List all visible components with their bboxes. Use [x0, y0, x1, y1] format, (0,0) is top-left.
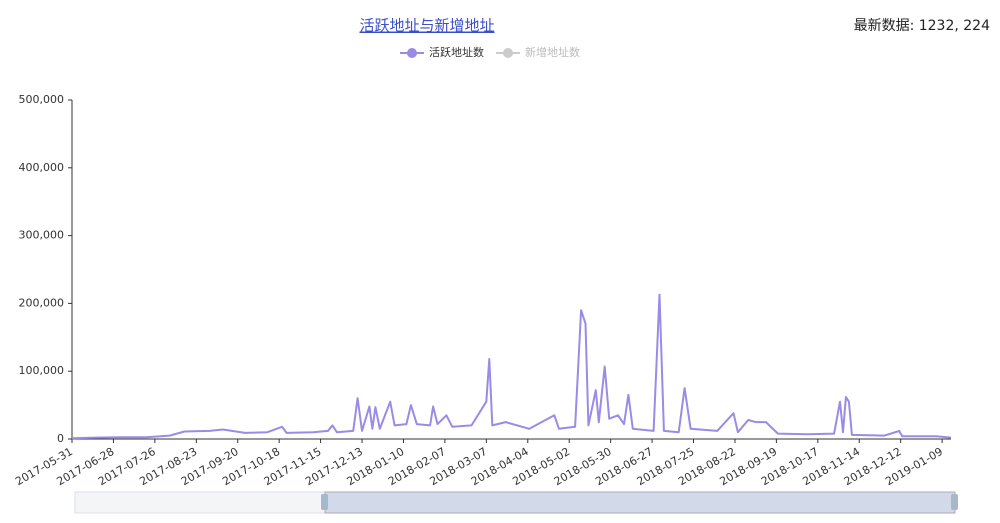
legend-label[interactable]: 活跃地址数 [429, 45, 484, 59]
y-tick-label: 0 [57, 432, 64, 445]
legend-label[interactable]: 新增地址数 [525, 45, 580, 59]
zoom-handle[interactable] [951, 494, 958, 510]
legend: 活跃地址数 新增地址数 [400, 45, 580, 59]
series-line [71, 293, 952, 440]
y-tick-label: 500,000 [19, 93, 65, 106]
legend-marker [503, 48, 513, 58]
latest-data: 最新数据: 1232, 224 [854, 18, 991, 34]
y-tick-label: 400,000 [19, 161, 65, 174]
zoom-window[interactable] [324, 491, 956, 514]
legend-marker [407, 48, 417, 58]
zoom-handle[interactable] [321, 494, 328, 510]
y-tick-label: 100,000 [19, 364, 65, 377]
y-tick-label: 300,000 [19, 229, 65, 242]
chart-title[interactable]: 活跃地址与新增地址 [359, 17, 494, 35]
y-tick-label: 200,000 [19, 296, 65, 309]
